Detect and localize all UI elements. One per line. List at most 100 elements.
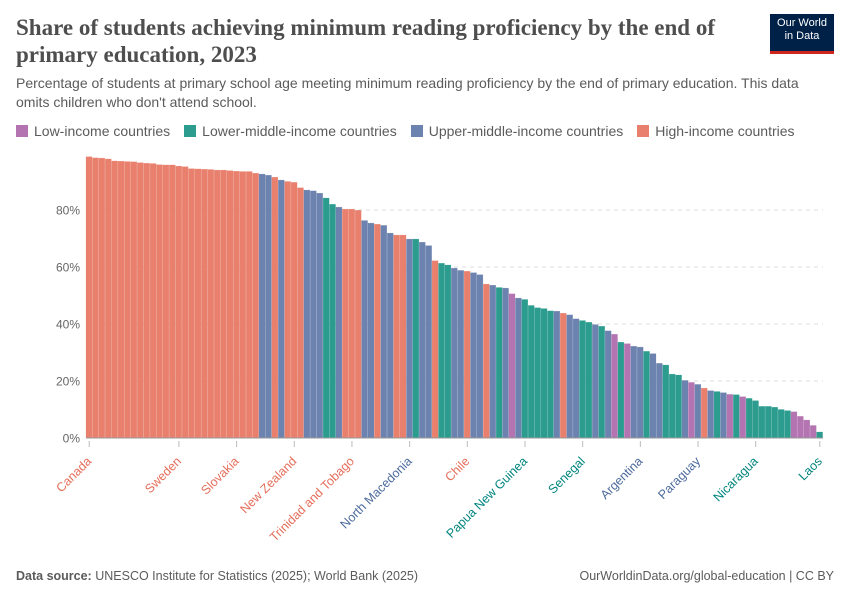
bar[interactable] — [758, 406, 766, 439]
bar[interactable] — [630, 346, 637, 439]
bar[interactable] — [701, 387, 708, 439]
bar[interactable] — [143, 163, 150, 439]
bar[interactable] — [553, 310, 561, 439]
bar[interactable] — [194, 168, 202, 439]
bar[interactable] — [726, 394, 734, 439]
bar[interactable] — [521, 299, 529, 439]
bar[interactable] — [271, 177, 279, 439]
bar[interactable] — [162, 164, 170, 439]
bar[interactable] — [636, 346, 644, 439]
bar[interactable] — [611, 334, 618, 439]
bar[interactable] — [431, 260, 439, 439]
bar[interactable] — [374, 224, 381, 439]
bar[interactable] — [220, 169, 227, 439]
bar[interactable] — [201, 169, 208, 439]
bar[interactable] — [419, 242, 426, 439]
bar[interactable] — [316, 192, 323, 439]
bar[interactable] — [624, 343, 631, 439]
bar[interactable] — [707, 390, 714, 439]
bar[interactable] — [643, 351, 650, 439]
bar[interactable] — [771, 407, 778, 439]
bar[interactable] — [342, 208, 349, 439]
bar[interactable] — [784, 410, 791, 439]
bar[interactable] — [393, 234, 400, 439]
bar[interactable] — [105, 158, 112, 439]
bar[interactable] — [547, 310, 554, 439]
bar[interactable] — [463, 271, 471, 439]
bar[interactable] — [239, 171, 247, 439]
bar[interactable] — [226, 170, 234, 439]
bar[interactable] — [361, 220, 368, 439]
bar[interactable] — [809, 425, 817, 439]
bar[interactable] — [675, 374, 682, 439]
bar[interactable] — [303, 189, 311, 439]
bar[interactable] — [752, 400, 759, 439]
bar[interactable] — [585, 322, 593, 439]
bar[interactable] — [688, 382, 695, 439]
bar[interactable] — [528, 305, 535, 439]
bar[interactable] — [297, 187, 304, 439]
owid-logo[interactable]: Our World in Data — [770, 14, 834, 54]
bar[interactable] — [85, 156, 93, 439]
bar[interactable] — [175, 165, 182, 439]
bar[interactable] — [322, 197, 330, 439]
source-text[interactable]: UNESCO Institute for Statistics (2025); … — [95, 569, 419, 583]
bar[interactable] — [790, 411, 798, 439]
bar[interactable] — [246, 171, 253, 439]
bar[interactable] — [502, 287, 509, 439]
bar[interactable] — [739, 396, 746, 439]
bar[interactable] — [252, 173, 259, 439]
bar[interactable] — [617, 342, 625, 439]
bar[interactable] — [483, 283, 490, 439]
bar[interactable] — [566, 314, 573, 439]
bar[interactable] — [489, 285, 496, 439]
legend-item-umid[interactable]: Upper-middle-income countries — [410, 123, 623, 139]
bar[interactable] — [284, 181, 291, 439]
bar[interactable] — [329, 204, 336, 439]
bar[interactable] — [745, 398, 753, 439]
bar[interactable] — [169, 164, 176, 439]
bar[interactable] — [662, 364, 669, 439]
bar[interactable] — [124, 161, 131, 439]
bar[interactable] — [207, 169, 214, 439]
bar[interactable] — [149, 163, 157, 439]
bar[interactable] — [451, 267, 458, 439]
bar[interactable] — [777, 409, 785, 439]
bar[interactable] — [265, 175, 272, 439]
bar[interactable] — [98, 157, 106, 439]
bar[interactable] — [579, 320, 586, 439]
bar[interactable] — [117, 161, 125, 439]
bar[interactable] — [188, 168, 195, 439]
bar[interactable] — [457, 270, 464, 439]
bar[interactable] — [681, 380, 689, 439]
bar[interactable] — [592, 324, 599, 439]
bar[interactable] — [649, 353, 657, 439]
source-url[interactable]: OurWorldinData.org/global-education | CC… — [579, 569, 834, 583]
bar[interactable] — [540, 308, 548, 439]
legend-item-low[interactable]: Low-income countries — [16, 123, 170, 139]
bar[interactable] — [803, 419, 810, 439]
bar[interactable] — [181, 166, 189, 439]
bar[interactable] — [572, 318, 580, 439]
bar[interactable] — [335, 206, 343, 439]
bar[interactable] — [387, 232, 394, 439]
bar[interactable] — [156, 164, 163, 439]
bar[interactable] — [258, 173, 266, 439]
bar[interactable] — [720, 392, 727, 439]
bar[interactable] — [470, 272, 477, 439]
legend-item-high[interactable]: High-income countries — [637, 123, 795, 139]
bar[interactable] — [604, 330, 612, 439]
bar[interactable] — [816, 431, 823, 439]
bar[interactable] — [380, 225, 388, 439]
bar[interactable] — [508, 293, 516, 439]
bar[interactable] — [354, 210, 362, 439]
bar[interactable] — [278, 179, 285, 439]
bar[interactable] — [367, 222, 375, 439]
bar[interactable] — [495, 287, 503, 439]
bar[interactable] — [130, 161, 138, 439]
bar[interactable] — [598, 326, 605, 439]
bar[interactable] — [137, 162, 144, 439]
bar[interactable] — [310, 190, 317, 439]
bar[interactable] — [406, 238, 413, 439]
bar[interactable] — [560, 312, 567, 439]
